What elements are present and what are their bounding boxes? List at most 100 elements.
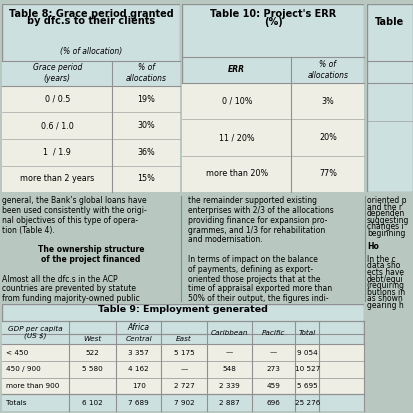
- Bar: [295, 321, 318, 344]
- Text: 170: 170: [132, 383, 145, 389]
- Text: 7 689: 7 689: [128, 400, 149, 406]
- Text: 2 887: 2 887: [218, 400, 239, 406]
- Text: (% of allocation): (% of allocation): [60, 47, 122, 56]
- Text: been used consistently with the origi-: been used consistently with the origi-: [2, 206, 147, 215]
- Text: 19%: 19%: [137, 95, 155, 104]
- Text: oriented those projects that at the: oriented those projects that at the: [187, 275, 319, 284]
- Text: changes i: changes i: [366, 222, 403, 231]
- Text: and the r: and the r: [366, 203, 401, 212]
- Text: of payments, defining as export-: of payments, defining as export-: [187, 265, 312, 274]
- Text: 548: 548: [222, 366, 236, 372]
- Text: 3 357: 3 357: [128, 350, 149, 356]
- Text: The ownership structure: The ownership structure: [38, 245, 144, 254]
- Text: East: East: [176, 336, 192, 342]
- Text: and modernisation.: and modernisation.: [187, 235, 261, 244]
- Text: ERR: ERR: [228, 65, 245, 74]
- Text: West: West: [83, 336, 102, 342]
- Text: tion (Table 4).: tion (Table 4).: [2, 225, 55, 235]
- Text: 459: 459: [266, 383, 280, 389]
- Text: countries are prevented by statute: countries are prevented by statute: [2, 284, 136, 293]
- Text: as shown: as shown: [366, 294, 401, 303]
- Text: 20%: 20%: [318, 133, 336, 142]
- Text: 77%: 77%: [318, 169, 336, 178]
- Text: 25 276: 25 276: [294, 400, 319, 406]
- Text: data sho: data sho: [366, 261, 399, 271]
- Text: (requiring: (requiring: [366, 281, 404, 290]
- Text: 3%: 3%: [321, 97, 333, 106]
- Text: 0 / 10%: 0 / 10%: [221, 97, 252, 106]
- Bar: [182, 119, 363, 156]
- Text: 1  / 1.9: 1 / 1.9: [43, 148, 71, 157]
- Text: time of appraisal exported more than: time of appraisal exported more than: [187, 284, 331, 293]
- Text: gearing h: gearing h: [366, 301, 403, 310]
- Bar: [2, 166, 180, 192]
- Text: 7 902: 7 902: [173, 400, 194, 406]
- Text: Table 9: Employment generated: Table 9: Employment generated: [98, 306, 268, 314]
- Text: Total: Total: [298, 330, 315, 336]
- Text: Pacific: Pacific: [261, 330, 285, 336]
- Bar: [116, 334, 161, 344]
- Text: GDP per capita
(US $): GDP per capita (US $): [8, 326, 63, 339]
- Bar: [2, 112, 180, 139]
- Text: Ho: Ho: [366, 242, 378, 251]
- Text: 36%: 36%: [137, 148, 155, 157]
- Text: 30%: 30%: [137, 121, 155, 130]
- Bar: [2, 344, 363, 361]
- Text: 5 695: 5 695: [296, 383, 317, 389]
- Text: suggesting: suggesting: [366, 216, 408, 225]
- Text: Grace period
(years): Grace period (years): [33, 64, 82, 83]
- Text: 2 339: 2 339: [218, 383, 239, 389]
- Text: Table 10: Project's ERR: Table 10: Project's ERR: [210, 9, 335, 19]
- Text: —: —: [225, 350, 233, 356]
- Text: Caribbean: Caribbean: [210, 330, 247, 336]
- Text: Almost all the dfc.s in the ACP: Almost all the dfc.s in the ACP: [2, 275, 117, 284]
- Bar: [2, 60, 180, 86]
- Text: 450 / 900: 450 / 900: [6, 366, 40, 372]
- Text: debt/equi: debt/equi: [366, 275, 403, 284]
- Bar: [2, 394, 363, 411]
- Text: 522: 522: [85, 350, 100, 356]
- Text: 696: 696: [266, 400, 280, 406]
- Text: 2 727: 2 727: [173, 383, 194, 389]
- Bar: [182, 83, 363, 119]
- Text: beginning: beginning: [366, 229, 404, 238]
- Text: grammes, and 1/3 for rehabilitation: grammes, and 1/3 for rehabilitation: [187, 225, 324, 235]
- Text: 5 580: 5 580: [82, 366, 103, 372]
- Text: oriented p: oriented p: [366, 196, 405, 205]
- Text: Totals: Totals: [6, 400, 26, 406]
- Text: 10 527: 10 527: [294, 366, 319, 372]
- Text: by dfc.s to their clients: by dfc.s to their clients: [27, 17, 155, 26]
- Text: the remainder supported existing: the remainder supported existing: [187, 196, 316, 205]
- Text: In the c: In the c: [366, 255, 394, 264]
- Bar: [182, 156, 363, 192]
- Text: 15%: 15%: [137, 174, 155, 183]
- Text: In terms of impact on the balance: In terms of impact on the balance: [187, 255, 317, 264]
- Text: 50% of their output, the figures indi-: 50% of their output, the figures indi-: [187, 294, 328, 303]
- Text: more than 900: more than 900: [6, 383, 59, 389]
- Text: more than 2 years: more than 2 years: [20, 174, 94, 183]
- Text: dependen: dependen: [366, 209, 404, 218]
- Text: Central: Central: [125, 336, 152, 342]
- Text: ects have: ects have: [366, 268, 403, 277]
- Text: enterprises with 2/3 of the allocations: enterprises with 2/3 of the allocations: [187, 206, 332, 215]
- Bar: [69, 321, 206, 334]
- Text: more than 20%: more than 20%: [205, 169, 267, 178]
- Bar: [69, 334, 116, 344]
- Text: (%): (%): [263, 17, 282, 27]
- Text: < 450: < 450: [6, 350, 28, 356]
- Bar: [161, 334, 206, 344]
- Text: 6 102: 6 102: [82, 400, 103, 406]
- Text: from funding majority-owned public: from funding majority-owned public: [2, 294, 140, 303]
- Text: Africa: Africa: [127, 323, 149, 332]
- Bar: [2, 139, 180, 166]
- Text: 5 175: 5 175: [173, 350, 194, 356]
- Text: nal objectives of this type of opera-: nal objectives of this type of opera-: [2, 216, 138, 225]
- Bar: [2, 86, 180, 112]
- Text: 11 / 20%: 11 / 20%: [218, 133, 254, 142]
- Bar: [2, 321, 69, 344]
- Text: providing finance for expansion pro-: providing finance for expansion pro-: [187, 216, 326, 225]
- Text: 0.6 / 1.0: 0.6 / 1.0: [41, 121, 74, 130]
- Text: % of
allocations: % of allocations: [126, 64, 166, 83]
- Bar: [2, 377, 363, 394]
- Text: % of
allocations: % of allocations: [306, 60, 348, 80]
